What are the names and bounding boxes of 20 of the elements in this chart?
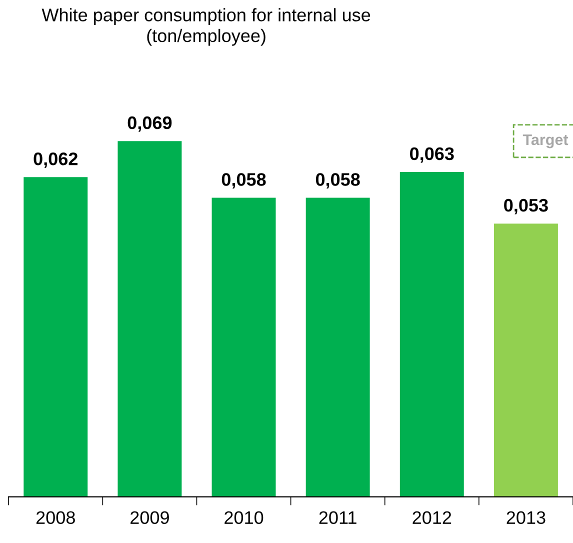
- bar: [24, 177, 88, 497]
- x-tick-label: 2009: [130, 511, 169, 524]
- data-label: 0,063: [410, 147, 454, 163]
- data-label: 0,058: [316, 173, 360, 189]
- bar: [212, 198, 276, 497]
- data-label: 0,062: [34, 152, 78, 168]
- bar: [400, 172, 464, 497]
- bar: [494, 224, 558, 497]
- data-label: 0,053: [504, 198, 548, 214]
- bar: [306, 198, 370, 497]
- data-label: 0,058: [222, 173, 266, 189]
- x-tick-label: 2012: [412, 511, 452, 524]
- x-tick-label: 2013: [506, 511, 546, 524]
- x-tick-label: 2011: [319, 511, 356, 524]
- chart-title: White paper consumption for internal use (ton/employee): [42, 8, 370, 46]
- x-tick-label: 2010: [224, 511, 264, 524]
- bar: [118, 141, 182, 497]
- data-label: 0,069: [128, 116, 172, 132]
- x-tick-label: 2008: [36, 511, 75, 524]
- annotation: Target: [522, 134, 568, 148]
